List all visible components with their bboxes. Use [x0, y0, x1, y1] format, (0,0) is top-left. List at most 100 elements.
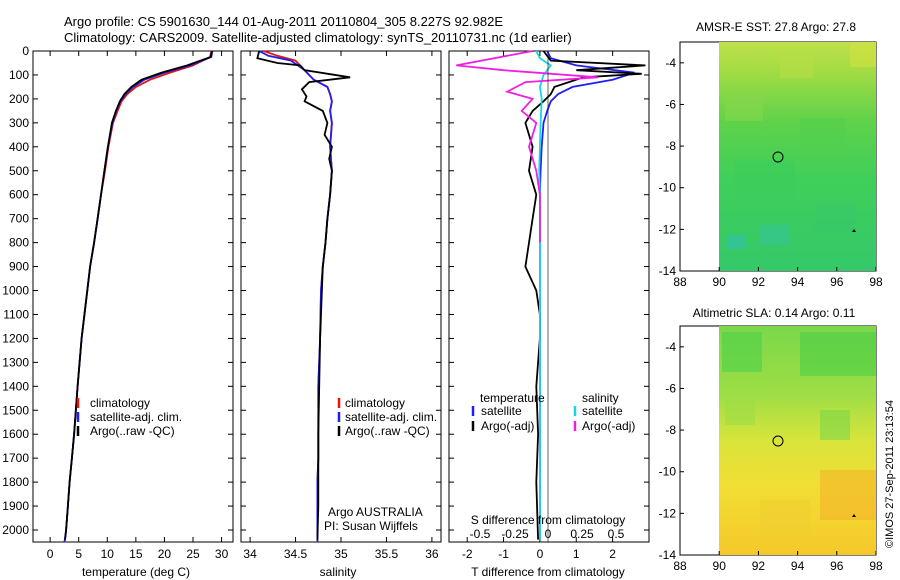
depth-tick-label: 600 [9, 188, 29, 202]
difference-y-ticks [449, 50, 649, 531]
s-difference-label: S difference from climatology [471, 513, 626, 527]
legend-satellite-label: satellite-adj. clim. [90, 410, 182, 424]
depth-tick-label: 800 [9, 236, 29, 250]
salinity-legend-satellite: satellite-adj. clim. [345, 410, 437, 424]
difference-legend: temperature satellite Argo(-adj) salinit… [471, 391, 635, 433]
temperature-profile-lines [63, 50, 214, 543]
x-tick-label: 0 [537, 547, 544, 561]
s-diff-tick-label: 0 [545, 527, 552, 541]
map-x-tick-label: 94 [791, 559, 805, 573]
series-line-temperature-satellite [539, 50, 635, 540]
map-y-tick-label: -14 [659, 548, 677, 562]
s-difference-ticks: -0.5 -0.25 0 0.25 0.5 [470, 527, 625, 541]
map-x-tick-label: 94 [791, 275, 805, 289]
depth-tick-label: 200 [9, 92, 29, 106]
x-tick-label: 36 [425, 547, 439, 561]
map-y-tick-label: -4 [665, 340, 676, 354]
depth-tick-label: 1400 [2, 379, 29, 393]
map-x-tick-label: 92 [752, 275, 766, 289]
sst-map-panel: AMSR-E SST: 27.8 Argo: 27.8 88 90 92 94 96 98… [659, 20, 883, 289]
depth-tick-label: 1800 [2, 475, 29, 489]
depth-tick-label: 900 [9, 260, 29, 274]
legend-climatology-label: climatology [90, 396, 150, 410]
depth-tick-label: 1900 [2, 499, 29, 513]
depth-tick-label: 1500 [2, 403, 29, 417]
map-y-tick-label: -10 [659, 465, 677, 479]
temperature-x-ticks: 0 5 10 15 20 25 30 [47, 51, 229, 561]
x-tick-label: 0 [47, 547, 54, 561]
legend-s-argo: Argo(-adj) [582, 419, 635, 433]
map-y-tick-label: -6 [665, 97, 676, 111]
difference-x-ticks: -2 -1 0 1 2 [462, 51, 616, 561]
salinity-x-ticks: 34 34.5 35 35.5 36 [243, 51, 439, 561]
map-x-tick-label: 90 [713, 275, 727, 289]
depth-tick-label: 1100 [3, 307, 29, 321]
salinity-legend-climatology: climatology [345, 396, 405, 410]
difference-profile-lines [456, 50, 646, 540]
depth-tick-label: 1200 [2, 331, 29, 345]
imos-timestamp: ©IMOS 27-Sep-2011 23:13:54 [884, 400, 896, 548]
series-line-argo-raw-qc- [256, 50, 351, 540]
argo-annotation-line-2: PI: Susan Wijffels [324, 519, 418, 533]
sla-map-title: Altimetric SLA: 0.14 Argo: 0.11 [693, 306, 856, 320]
salinity-legend: climatology satellite-adj. clim. Argo(..… [337, 396, 437, 438]
map-y-tick-label: -4 [665, 56, 676, 70]
legend-temperature-title: temperature [480, 391, 545, 405]
s-diff-tick-label: -0.5 [470, 527, 491, 541]
depth-tick-label: 1000 [2, 284, 29, 298]
legend-salinity-title: salinity [582, 391, 619, 405]
t-difference-label: T difference from climatology [471, 565, 625, 579]
map-y-tick-label: -12 [659, 506, 677, 520]
legend-s-satellite: satellite [582, 404, 623, 418]
salinity-x-label: salinity [320, 565, 357, 579]
depth-tick-label: 300 [9, 116, 29, 130]
salinity-legend-argo: Argo(..raw -QC) [345, 424, 430, 438]
depth-tick-label: 700 [9, 212, 29, 226]
map-x-tick-label: 98 [869, 275, 883, 289]
legend-argo-label: Argo(..raw -QC) [90, 424, 175, 438]
x-tick-label: 35.5 [375, 547, 399, 561]
sla-float-marker [772, 435, 784, 447]
depth-tick-label: 0 [22, 44, 29, 58]
map-x-tick-label: 88 [673, 559, 687, 573]
difference-panel: -2 -1 0 1 2 S difference from climatology -0… [448, 50, 650, 579]
map-x-tick-label: 98 [869, 559, 883, 573]
sst-map-title: AMSR-E SST: 27.8 Argo: 27.8 [696, 20, 856, 34]
x-tick-label: 1 [573, 547, 580, 561]
x-tick-label: -2 [462, 547, 473, 561]
depth-axis-labels: 0 100 200 300 400 500 600 700 800 900 1000 1100 1200… [2, 44, 233, 537]
map-x-tick-label: 92 [752, 559, 766, 573]
map-x-tick-label: 96 [830, 275, 844, 289]
x-tick-label: 5 [75, 547, 82, 561]
temperature-panel: 0100200300400500600700800900100011001200… [2, 44, 234, 579]
header-line-2: Climatology: CARS2009. Satellite-adjuste… [64, 30, 572, 45]
salinity-panel: 34 34.5 35 35.5 36 salinity climatology sate… [240, 50, 442, 579]
depth-tick-label: 500 [9, 164, 29, 178]
s-diff-tick-label: -0.25 [501, 527, 529, 541]
x-tick-label: 34.5 [284, 547, 308, 561]
series-line-salinity-argo-adj- [456, 50, 599, 243]
x-tick-label: 10 [101, 547, 115, 561]
sla-map-panel: Altimetric SLA: 0.14 Argo: 0.11 88 90 92 94… [659, 306, 883, 573]
salinity-profile-lines [256, 50, 351, 542]
x-tick-label: 15 [129, 547, 143, 561]
temperature-legend: climatology satellite-adj. clim. Argo(..… [76, 396, 182, 438]
depth-tick-label: 1700 [2, 451, 29, 465]
temperature-x-label: temperature (deg C) [82, 565, 190, 579]
salinity-y-ticks [241, 50, 441, 531]
legend-t-argo: Argo(-adj) [481, 419, 534, 433]
argo-annotation-line-1: Argo AUSTRALIA [328, 505, 423, 519]
sst-float-marker [772, 151, 784, 163]
map-x-tick-label: 90 [713, 559, 727, 573]
x-tick-label: 35 [334, 547, 348, 561]
map-y-tick-label: -8 [665, 139, 676, 153]
x-tick-label: 2 [609, 547, 616, 561]
x-tick-label: -1 [498, 547, 509, 561]
depth-tick-label: 1300 [2, 355, 29, 369]
depth-tick-label: 2000 [2, 523, 29, 537]
legend-t-satellite: satellite [481, 404, 522, 418]
x-tick-label: 20 [158, 547, 172, 561]
map-y-tick-label: -12 [659, 222, 677, 236]
sla-map-ticks: 88 90 92 94 96 98 -4 -6 -8 -10 -12 -14 [659, 340, 883, 573]
